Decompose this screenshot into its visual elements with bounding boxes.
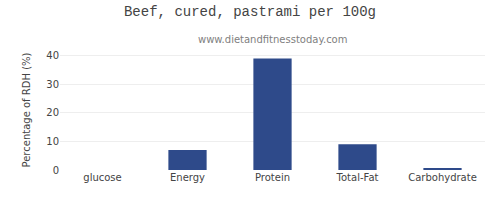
svg-text:Carbohydrate: Carbohydrate	[408, 172, 477, 183]
svg-text:30: 30	[46, 79, 59, 90]
svg-text:20: 20	[46, 107, 59, 118]
svg-text:40: 40	[46, 50, 59, 61]
svg-text:Total-Fat: Total-Fat	[336, 172, 379, 183]
svg-text:Beef, cured, pastrami per 100g: Beef, cured, pastrami per 100g	[124, 4, 376, 20]
svg-text:10: 10	[46, 136, 59, 147]
svg-text:Percentage of RDH (%): Percentage of RDH (%)	[21, 52, 32, 167]
svg-text:Energy: Energy	[170, 172, 205, 183]
svg-text:www.dietandfitnesstoday.com: www.dietandfitnesstoday.com	[198, 34, 347, 45]
svg-text:Protein: Protein	[255, 172, 290, 183]
svg-text:glucose: glucose	[83, 172, 121, 183]
svg-text:0: 0	[53, 165, 59, 176]
